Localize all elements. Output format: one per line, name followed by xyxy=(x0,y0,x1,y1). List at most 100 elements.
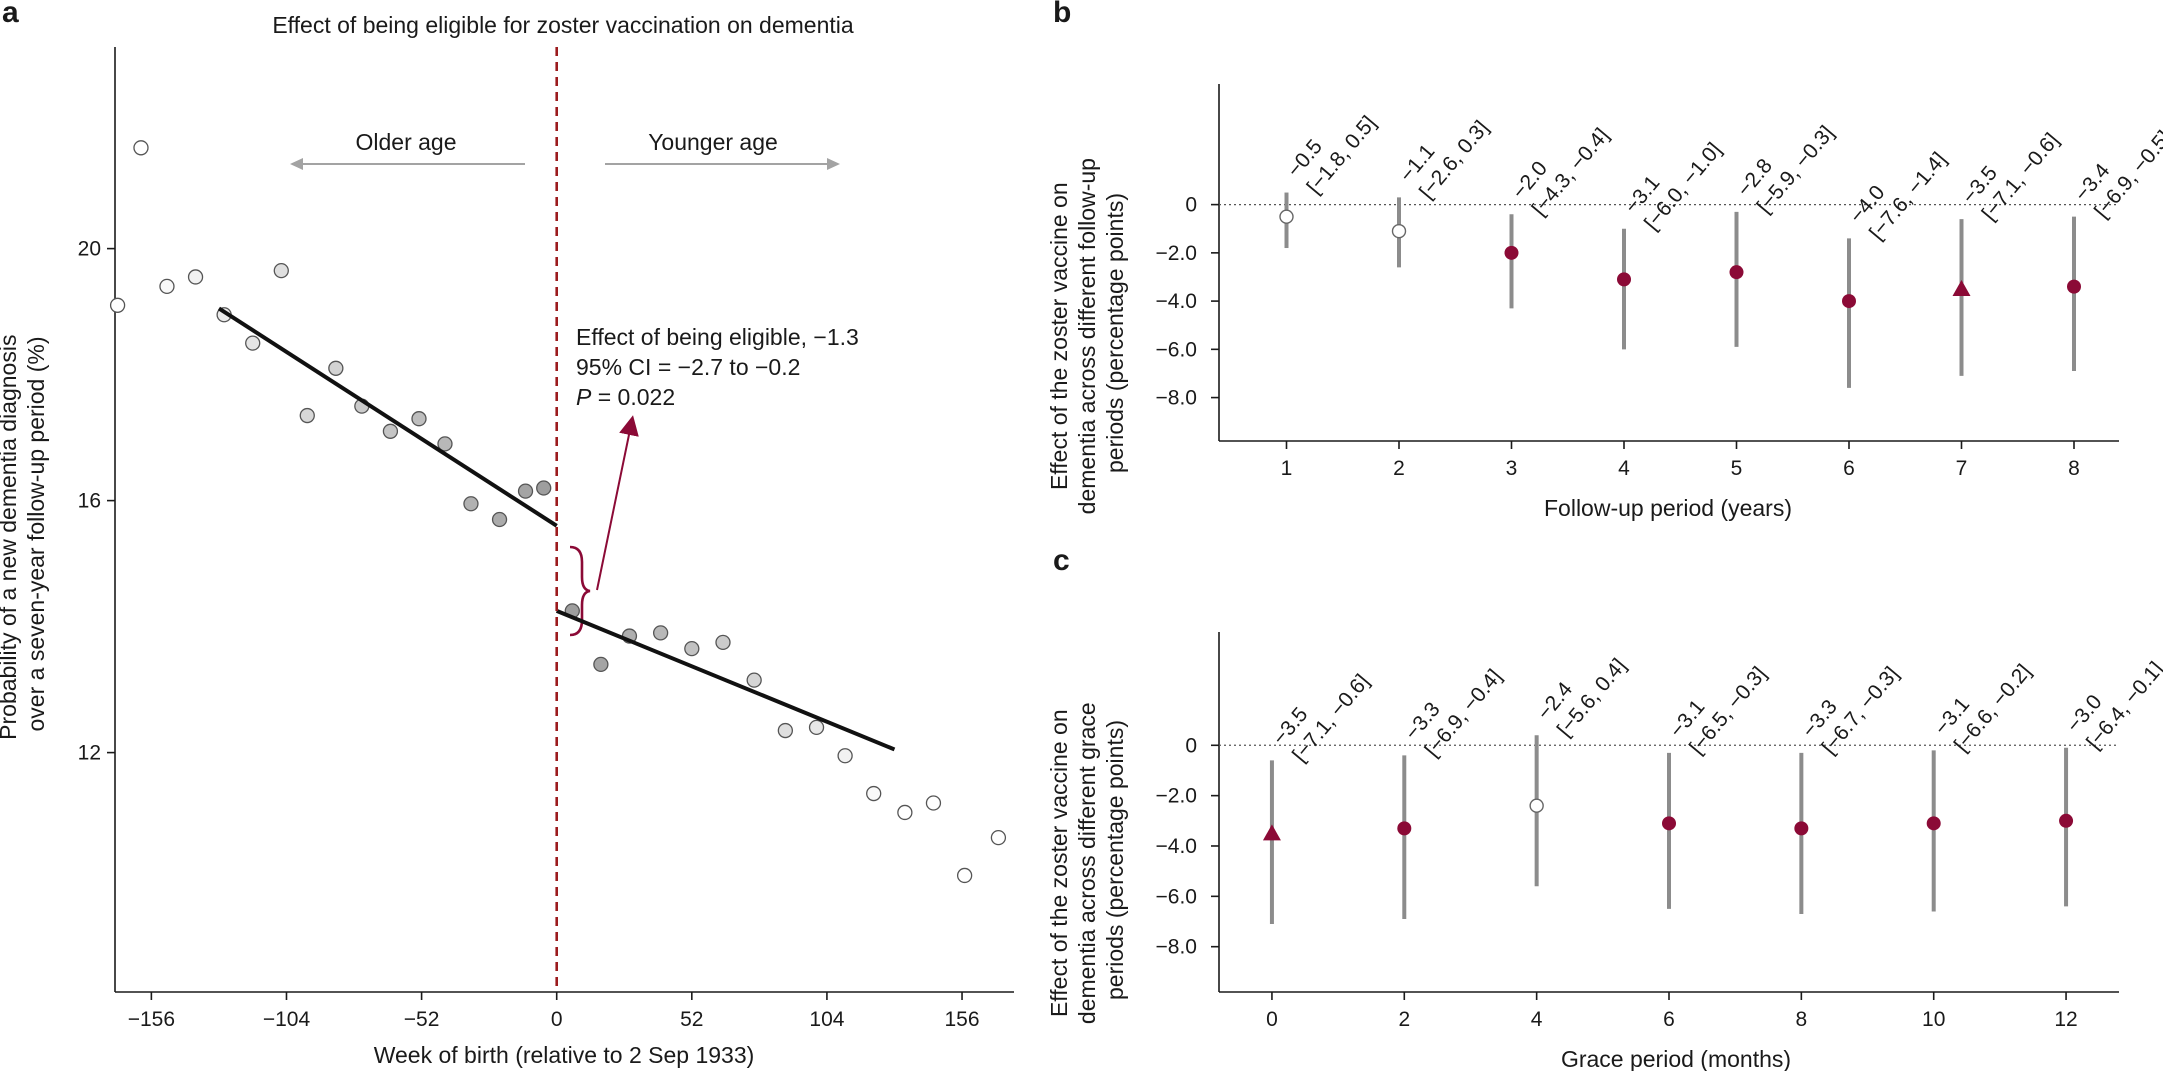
panel-a-data-point xyxy=(593,656,609,673)
panel-b-y-tick-label: −4.0 xyxy=(1156,290,1197,313)
panel-c-x-tick-label: 8 xyxy=(1796,1008,1808,1031)
panel-b-estimate-label: −2.8[−5.9, −0.3] xyxy=(1733,105,1839,218)
panel-a-title: Effect of being eligible for zoster vacc… xyxy=(272,12,854,38)
panel-a-data-point xyxy=(299,407,315,424)
panel-c-y-axis-label-line-3: periods (percentage points) xyxy=(1102,720,1128,1000)
panel-b-x-tick-label: 6 xyxy=(1843,457,1855,480)
p-value-symbol: P xyxy=(576,384,592,410)
panel-a-x-tick-label: 0 xyxy=(551,1008,563,1031)
panel-a-x-tick-label: −104 xyxy=(263,1008,311,1031)
panel-b-estimate-label: −2.0[−4.3, −0.4] xyxy=(1508,107,1614,220)
panel-a-data-point xyxy=(109,297,126,313)
panel-a-x-tick-label: −52 xyxy=(404,1008,440,1031)
panel-a-data-point xyxy=(133,140,149,156)
panel-c-label: c xyxy=(1053,544,1070,577)
panel-b-estimate-dot xyxy=(1504,245,1519,260)
younger-age-label: Younger age xyxy=(648,129,778,155)
panel-b-estimate-label: −3.1[−6.0, −1.0] xyxy=(1620,122,1726,235)
panel-a-data-point xyxy=(273,262,289,279)
panel-c-y-axis-label-line-2: dementia across different grace xyxy=(1074,702,1100,1024)
panel-a-data-point xyxy=(746,672,762,688)
panel-c-y-tick-label: −4.0 xyxy=(1156,835,1197,858)
discontinuity-brace-icon xyxy=(569,545,591,637)
panel-c-y-axis-label-line-1: Effect of the zoster vaccine on xyxy=(1046,709,1072,1017)
panel-a-data-point xyxy=(328,360,344,376)
panel-a-x-ticks: −156 −104 −52 0 52 104 156 xyxy=(128,992,980,1031)
panel-b-label: b xyxy=(1053,0,1071,29)
panel-a-y-tick-label: 12 xyxy=(78,742,101,765)
panel-a-y-axis-label: Probability of a new dementia diagnosis … xyxy=(0,328,49,740)
panel-b-estimate-triangle xyxy=(1952,280,1971,297)
panel-a-data-point xyxy=(808,719,825,736)
panel-b-estimate-open-dot xyxy=(1279,209,1294,224)
panel-a-y-ticks: 12 16 20 xyxy=(78,238,115,765)
panel-a-y-tick-label: 16 xyxy=(78,490,101,513)
panel-a-x-tick-label: 104 xyxy=(809,1008,844,1031)
panel-b-x-tick-label: 2 xyxy=(1393,457,1405,480)
panel-a-data-point xyxy=(159,278,175,295)
panel-a-data-point xyxy=(245,335,261,351)
panel-c-estimate-label: −3.1[−6.5, −0.3] xyxy=(1665,646,1771,759)
panel-c-x-tick-label: 10 xyxy=(1922,1008,1945,1031)
panel-b-x-tick-label: 1 xyxy=(1281,457,1293,480)
effect-annotation-line-3: P = 0.022 xyxy=(576,384,675,410)
panel-b-y-ticks: 0 −2.0 −4.0 −6.0 −8.0 xyxy=(1156,194,1219,410)
panel-b-estimate-open-dot xyxy=(1391,223,1407,239)
panel-c-x-tick-label: 0 xyxy=(1266,1008,1278,1031)
panel-a-data-point xyxy=(837,748,853,764)
panel-b-x-tick-label: 4 xyxy=(1618,457,1630,480)
panel-c-estimate-label: −3.3[−6.9, −0.4] xyxy=(1401,648,1507,761)
panel-a-y-axis-label-line-2: over a seven-year follow-up period (%) xyxy=(23,336,49,731)
panel-a: a Effect of being eligible for zoster va… xyxy=(0,0,1014,1068)
panel-c-estimate-label: −3.5[−7.1, −0.6] xyxy=(1268,653,1374,766)
panel-a-data-point xyxy=(411,411,427,427)
effect-annotation-arrow xyxy=(596,415,639,591)
panel-c-estimate-dot xyxy=(1662,816,1676,831)
panel-a-data-point xyxy=(437,436,453,452)
panel-a-data-point xyxy=(990,830,1007,846)
panel-b-x-tick-label: 7 xyxy=(1956,457,1968,480)
panel-a-data-point xyxy=(956,867,973,884)
panel-b-x-axis-label: Follow-up period (years) xyxy=(1544,495,1792,521)
panel-b: b 0 −2.0 −4.0 −6.0 −8.0 1 2 3 4 5 6 7 8 −0.5[−1.8, … xyxy=(1046,0,2163,521)
panel-a-data-point xyxy=(897,804,913,821)
panel-a-x-tick-label: −156 xyxy=(128,1008,175,1031)
panel-a-data-point xyxy=(491,511,508,528)
panel-b-y-axis-label-line-3: periods (percentage points) xyxy=(1102,193,1128,473)
older-age-arrow-head-icon xyxy=(290,158,303,170)
effect-annotation-line-1: Effect of being eligible, −1.3 xyxy=(576,324,859,350)
older-age-label: Older age xyxy=(355,129,456,155)
panel-a-x-tick-label: 52 xyxy=(680,1008,703,1031)
panel-b-y-axis-label-line-1: Effect of the zoster vaccine on xyxy=(1046,182,1072,490)
younger-age-arrow-head-icon xyxy=(827,158,840,170)
fit-line-after xyxy=(555,608,896,752)
effect-annotation-line-2: 95% CI = −2.7 to −0.2 xyxy=(576,354,800,380)
panel-b-estimates: −0.5[−1.8, 0.5] −1.1[−2.6, 0.3] −2.0[−4.3,… xyxy=(1279,105,2163,388)
panel-c-x-axis-label: Grace period (months) xyxy=(1561,1046,1791,1071)
panel-b-y-tick-label: −6.0 xyxy=(1156,338,1197,361)
panel-c-x-tick-label: 4 xyxy=(1531,1008,1543,1031)
panel-c-x-ticks: 0 2 4 6 8 10 12 xyxy=(1266,992,2078,1031)
panel-c-x-tick-label: 12 xyxy=(2054,1008,2077,1031)
panel-c-y-ticks: 0 −2.0 −4.0 −6.0 −8.0 xyxy=(1156,734,1219,959)
panel-c-y-tick-label: 0 xyxy=(1185,734,1197,757)
panel-b-x-tick-label: 3 xyxy=(1506,457,1518,480)
panel-b-estimate-dot xyxy=(1729,265,1744,280)
panel-c-estimate-label: −2.4[−5.6, 0.4] xyxy=(1533,638,1631,742)
panel-c-estimate-open-dot xyxy=(1529,798,1544,813)
panel-c-estimate-label: −3.1[−6.6, −0.2] xyxy=(1930,643,2036,756)
panel-a-data-point xyxy=(517,483,534,499)
panel-c-y-tick-label: −6.0 xyxy=(1156,885,1197,908)
panel-c: c 0 −2.0 −4.0 −6.0 −8.0 0 2 4 6 8 10 12 −3.5[−7.1,… xyxy=(1046,544,2163,1071)
panel-b-x-tick-label: 5 xyxy=(1731,457,1743,480)
p-value-text: = 0.022 xyxy=(591,384,675,410)
panel-b-estimate-dot xyxy=(1842,294,1856,309)
panel-b-estimate-label: −4.0[−7.6, −1.4] xyxy=(1845,131,1951,244)
panel-b-y-tick-label: 0 xyxy=(1185,194,1197,217)
panel-b-y-axis-label-line-2: dementia across different follow-up xyxy=(1074,158,1100,514)
panel-c-estimate-dot xyxy=(1397,821,1412,836)
panel-a-points xyxy=(109,140,1007,884)
panel-b-estimate-label: −3.5[−7.1, −0.6] xyxy=(1958,112,2064,225)
panel-c-estimate-dot xyxy=(2059,813,2074,828)
panel-a-data-point xyxy=(536,480,552,496)
